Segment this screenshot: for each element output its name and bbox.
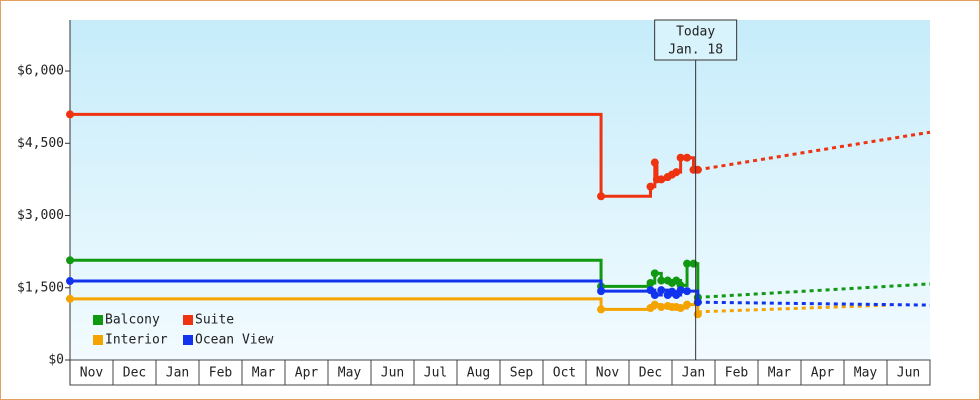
plot-area [70, 20, 930, 360]
point [597, 305, 606, 314]
point [66, 110, 74, 119]
point [650, 158, 659, 167]
point [66, 256, 74, 265]
legend-label: Balcony [105, 313, 160, 328]
x-tick-label: Mar [768, 366, 792, 381]
x-tick-label: Dec [123, 366, 146, 381]
point [657, 303, 666, 312]
x-tick-label: Mar [252, 366, 276, 381]
x-tick-label: Jan [166, 366, 189, 381]
point [693, 310, 702, 319]
point [676, 286, 685, 295]
point [683, 287, 692, 296]
point [676, 153, 685, 162]
x-tick-label: Feb [725, 366, 749, 381]
projection-line [697, 300, 931, 307]
legend-swatch [93, 315, 103, 325]
point [597, 192, 606, 201]
x-tick-label: Jan [682, 366, 705, 381]
point [683, 153, 692, 162]
legend-label: Interior [105, 333, 168, 348]
projection-line [697, 282, 931, 299]
x-tick-label: Apr [811, 366, 835, 381]
point [66, 294, 74, 303]
point [693, 165, 702, 174]
x-tick-label: Sep [510, 366, 534, 381]
point [650, 300, 659, 309]
x-tick-label: Feb [209, 366, 233, 381]
legend-label: Suite [195, 313, 234, 328]
point [657, 175, 666, 184]
y-tick-label: $1,500 [17, 280, 64, 295]
y-tick-label: $3,000 [17, 208, 64, 223]
x-tick-label: Nov [596, 366, 620, 381]
point [689, 259, 698, 268]
point [683, 259, 692, 268]
point [693, 298, 702, 307]
point [676, 303, 685, 312]
x-tick-label: May [854, 366, 878, 381]
y-tick-label: $0 [48, 353, 64, 368]
annotation-text: Today [676, 25, 715, 40]
y-tick-label: $4,500 [17, 136, 64, 151]
point [66, 277, 74, 286]
x-tick-label: Aug [467, 366, 490, 381]
x-tick-label: Oct [553, 366, 576, 381]
point [657, 286, 666, 295]
point [683, 300, 692, 309]
legend-label: Ocean View [195, 333, 273, 348]
projection-line [697, 303, 891, 314]
x-tick-label: May [338, 366, 362, 381]
point [646, 278, 655, 287]
x-tick-label: Jun [381, 366, 404, 381]
point [650, 290, 659, 299]
x-tick-label: Nov [80, 366, 104, 381]
point [650, 269, 659, 278]
y-tick-label: $6,000 [17, 64, 64, 79]
point [657, 276, 666, 285]
annotation-box [654, 19, 738, 61]
point [597, 287, 606, 296]
point [646, 182, 655, 191]
point [672, 168, 681, 177]
x-tick-label: Jun [897, 366, 920, 381]
legend-swatch [183, 315, 193, 325]
legend-swatch [93, 335, 103, 345]
legend-swatch [183, 335, 193, 345]
x-tick-label: Dec [639, 366, 662, 381]
x-tick-label: Jul [424, 366, 447, 381]
annotation-text: Jan. 18 [668, 43, 723, 58]
x-tick-label: Apr [295, 366, 319, 381]
